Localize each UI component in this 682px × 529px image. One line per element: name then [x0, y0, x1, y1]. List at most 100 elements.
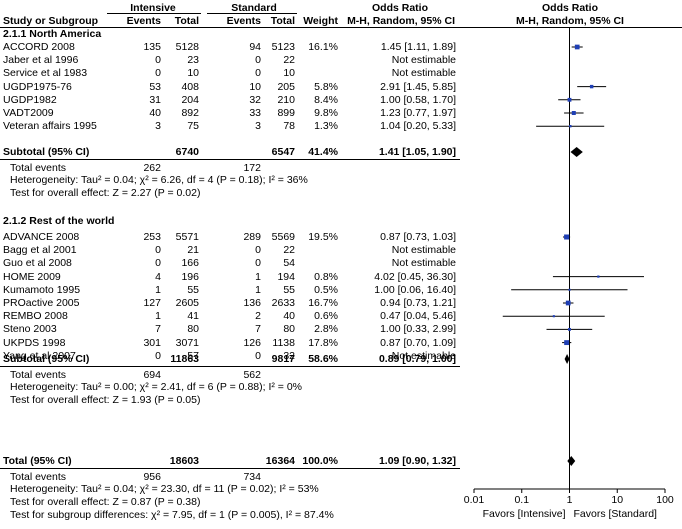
study-row-e2: 94 — [249, 41, 261, 53]
study-row-name: PROactive 2005 — [3, 297, 80, 309]
study-row-t1: 57 — [187, 349, 199, 362]
study-row-t2: 54 — [283, 257, 295, 270]
subgroup-differences: Test for subgroup differences: χ² = 7.95… — [10, 509, 334, 521]
col-method-left: M-H, Random, 95% CI — [347, 15, 455, 27]
study-row-e2: 33 — [249, 107, 261, 119]
study-row-t2: 2633 — [271, 297, 295, 309]
study-row-t2: 5123 — [271, 41, 295, 53]
or-header-right: Odds Ratio — [541, 2, 598, 14]
subtotal-0-ci: 1.41 [1.05, 1.90] — [378, 146, 456, 158]
study-row-t2: 10 — [283, 67, 295, 80]
study-row-e1: 0 — [155, 349, 161, 362]
subtotal-1-t1: 11863 — [170, 353, 199, 365]
study-row-name: Steno 2003 — [3, 323, 57, 336]
point-estimate — [597, 275, 600, 278]
study-row-e2: 0 — [255, 257, 261, 270]
study-row-t2: 210 — [277, 93, 295, 106]
study-row-t1: 5571 — [175, 231, 199, 243]
subtotal-1-ci: 0.89 [0.79, 1.00] — [378, 353, 456, 365]
total-ci: 1.09 [0.90, 1.32] — [378, 455, 456, 467]
favors-left-label: Favors [Intensive] — [483, 508, 566, 520]
col-events2: Events — [226, 15, 261, 27]
study-row-name: UGDP1982 — [3, 93, 57, 106]
study-row-ci: Not estimable — [391, 349, 456, 362]
group1-header: Intensive — [130, 2, 176, 14]
col-study: Study or Subgroup — [3, 15, 99, 27]
point-estimate — [564, 340, 570, 346]
study-row-t1: 166 — [181, 257, 199, 270]
study-row-weight: 19.5% — [308, 231, 338, 243]
events-0-e2: 172 — [243, 162, 261, 174]
study-row-t1: 204 — [181, 93, 199, 106]
study-row-weight: 1.3% — [314, 120, 338, 133]
study-row-t2: 5569 — [271, 231, 295, 243]
study-row-t2: 1138 — [272, 336, 295, 349]
study-row-t1: 21 — [187, 244, 199, 257]
study-row-ci: Not estimable — [391, 67, 456, 80]
study-row-name: Veteran affairs 1995 — [3, 120, 97, 133]
study-row-e2: 1 — [255, 283, 261, 296]
study-row-t2: 80 — [283, 323, 295, 336]
study-row-e2: 3 — [255, 120, 261, 133]
study-row-ci: 0.87 [0.70, 1.09] — [380, 336, 456, 349]
study-row-t2: 899 — [277, 107, 295, 119]
study-row-e1: 4 — [155, 270, 161, 283]
total-overall-effect: Test for overall effect: Z = 0.87 (P = 0… — [10, 496, 201, 508]
or-header-left: Odds Ratio — [371, 2, 428, 14]
subtotal-1-rule — [0, 366, 460, 367]
study-row-name: UKPDS 1998 — [3, 336, 66, 349]
study-row-e1: 53 — [149, 80, 161, 93]
subtotal-0-t1: 6740 — [175, 146, 199, 158]
heterogeneity-1: Heterogeneity: Tau² = 0.00; χ² = 2.41, d… — [10, 381, 303, 393]
study-row-e1: 1 — [155, 283, 161, 296]
study-row-t1: 5128 — [175, 41, 199, 53]
col-events1: Events — [126, 15, 161, 27]
study-row-t1: 10 — [187, 67, 199, 80]
total-heterogeneity: Heterogeneity: Tau² = 0.04; χ² = 23.30, … — [10, 483, 319, 495]
subgroup-0-title: 2.1.1 North America — [3, 28, 102, 40]
total-rule — [0, 468, 460, 469]
study-row-weight: 2.8% — [314, 323, 338, 336]
study-row-ci: 1.00 [0.33, 2.99] — [380, 323, 456, 336]
study-row-e2: 0 — [255, 67, 261, 80]
study-row-e2: 2 — [255, 310, 261, 323]
study-row-t1: 2605 — [175, 297, 199, 309]
point-estimate — [568, 288, 571, 291]
total-t1: 18603 — [169, 455, 199, 467]
study-row-t1: 23 — [187, 54, 199, 67]
study-row-t2: 32 — [283, 349, 295, 362]
study-row-weight: 0.8% — [314, 270, 338, 283]
study-row-weight: 5.8% — [314, 80, 338, 93]
study-row-t1: 892 — [181, 107, 199, 119]
study-row-e1: 253 — [143, 231, 161, 243]
events-0-e1: 262 — [143, 162, 161, 174]
study-row-e2: 126 — [243, 336, 261, 349]
study-row-t2: 40 — [283, 310, 295, 323]
study-row-t1: 408 — [181, 80, 199, 93]
study-row-ci: 0.47 [0.04, 5.46] — [380, 310, 456, 323]
point-estimate — [565, 300, 571, 306]
x-tick-label: 1 — [567, 494, 573, 506]
study-row-t2: 205 — [277, 80, 295, 93]
total-weight: 100.0% — [302, 455, 338, 467]
study-row-t1: 3071 — [175, 336, 199, 349]
col-total2: Total — [270, 15, 295, 27]
study-row-name: Kumamoto 1995 — [3, 283, 81, 296]
study-row-t2: 194 — [277, 270, 295, 283]
study-row-name: Jaber et al 1996 — [3, 54, 79, 67]
overall-effect-0: Test for overall effect: Z = 2.27 (P = 0… — [10, 187, 201, 199]
study-row-e1: 40 — [149, 107, 161, 119]
study-row-e2: 32 — [249, 93, 261, 106]
favors-right-label: Favors [Standard] — [574, 508, 658, 520]
point-estimate — [552, 315, 555, 318]
study-row-e1: 0 — [155, 67, 161, 80]
subtotal-1-weight: 58.6% — [308, 353, 338, 365]
pooled-diamond — [570, 147, 583, 157]
point-estimate — [571, 110, 576, 116]
overall-effect-1: Test for overall effect: Z = 1.93 (P = 0… — [10, 394, 201, 406]
study-row-name: ADVANCE 2008 — [3, 231, 80, 243]
total-label: Total (95% CI) — [3, 455, 72, 467]
study-row-weight: 0.5% — [314, 283, 338, 296]
study-row-name: HOME 2009 — [3, 270, 61, 283]
